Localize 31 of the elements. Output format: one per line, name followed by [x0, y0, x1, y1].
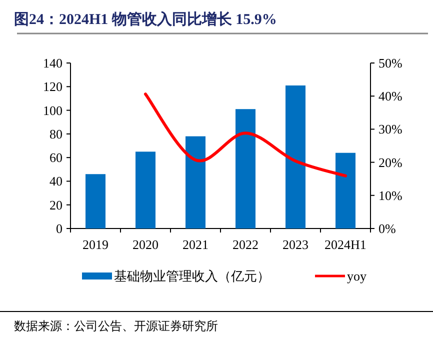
y-tick-label: 100: [43, 102, 62, 118]
bar: [286, 85, 306, 228]
bar: [86, 174, 106, 228]
y2-tick-label: 10%: [378, 188, 402, 203]
source-note: 数据来源：公司公告、开源证券研究所: [14, 319, 218, 333]
x-tick-label: 2021: [182, 237, 208, 252]
y-tick-label: 140: [43, 56, 62, 70]
bar: [236, 109, 256, 228]
legend-label: 基础物业管理收入（亿元）: [114, 268, 270, 284]
y2-tick-label: 40%: [378, 88, 402, 104]
y2-tick-label: 50%: [378, 56, 402, 70]
y-tick-label: 20: [50, 197, 62, 212]
line-series: [144, 92, 347, 178]
chart-title: 图24：2024H1 物管收入同比增长 15.9%: [14, 11, 277, 28]
y-tick-label: 0: [56, 221, 62, 236]
y2-tick-label: 20%: [378, 154, 402, 170]
x-tick-label: 2023: [282, 237, 308, 252]
y-tick-label: 40: [50, 174, 62, 189]
bar: [136, 152, 156, 228]
bar: [336, 152, 356, 228]
y2-tick-label: 30%: [378, 122, 402, 137]
x-tick-label: 2019: [82, 237, 108, 252]
x-tick-label: 2022: [232, 237, 258, 252]
x-tick-label: 2024H1: [324, 237, 366, 252]
bar: [186, 136, 206, 228]
y-tick-label: 60: [50, 150, 62, 166]
y-tick-label: 80: [50, 126, 62, 142]
y-tick-label: 120: [43, 79, 62, 94]
x-tick-label: 2020: [132, 237, 158, 252]
y2-tick-label: 0%: [378, 221, 396, 236]
legend-label: yoy: [347, 268, 367, 284]
